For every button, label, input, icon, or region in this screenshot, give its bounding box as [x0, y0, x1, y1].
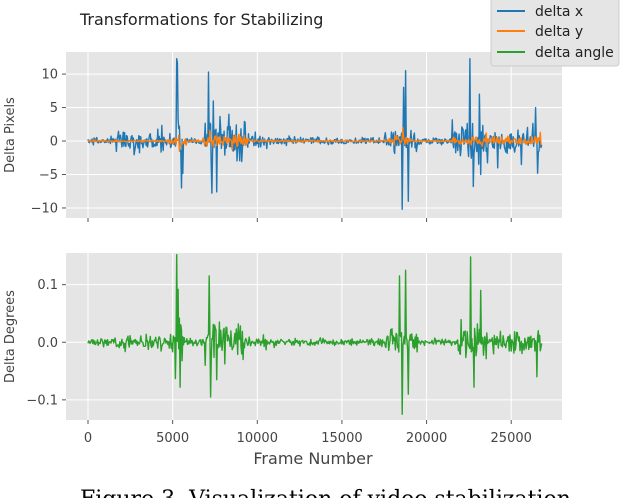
- y-tick-label: −10: [31, 201, 58, 216]
- top-panel-y-ticks: −10 −5 0 5 10: [31, 68, 66, 216]
- y-tick-label: −5: [39, 168, 58, 183]
- bottom-panel-delta-degrees: −0.1 0.0 0.1 0 5000 10000 15000 20000 25000 Del…: [3, 253, 562, 446]
- y-tick-label: 0: [50, 135, 58, 150]
- x-axis-label: Frame Number: [253, 449, 373, 468]
- x-tick-label: 25000: [491, 431, 532, 446]
- bottom-panel-y-ticks: −0.1 0.0 0.1: [26, 278, 66, 408]
- y-tick-label: 10: [41, 68, 58, 83]
- x-tick-label: 20000: [406, 431, 447, 446]
- series-line-delta-y: [87, 126, 543, 152]
- x-tick-label: 0: [84, 431, 92, 446]
- legend-entry-delta-y: delta y: [535, 24, 583, 40]
- series-line-delta-angle: [87, 254, 543, 415]
- y-tick-label: 5: [50, 101, 58, 116]
- bottom-panel-x-ticks: 0 5000 10000 15000 20000 25000: [84, 420, 532, 446]
- legend-entry-delta-x: delta x: [535, 4, 583, 20]
- x-tick-label: 10000: [237, 431, 278, 446]
- bottom-panel-y-axis-label: Delta Degrees: [3, 290, 18, 383]
- legend-box: [490, 0, 620, 67]
- y-tick-label: 0.1: [37, 278, 58, 293]
- chart-title: Transformations for Stabilizing: [79, 10, 323, 29]
- y-tick-label: −0.1: [26, 393, 58, 408]
- bottom-panel-series: [87, 254, 543, 415]
- legend: delta x delta y delta angle: [490, 0, 620, 67]
- x-tick-label: 5000: [156, 431, 189, 446]
- top-panel-series: [87, 58, 543, 210]
- legend-entry-delta-angle: delta angle: [535, 45, 614, 61]
- x-tick-label: 15000: [321, 431, 362, 446]
- top-panel-delta-pixels: −10 −5 0 5 10 Delta Pixels: [3, 52, 562, 222]
- top-panel-y-axis-label: Delta Pixels: [3, 97, 18, 173]
- top-panel-x-tick-marks: [87, 218, 512, 222]
- figure-caption: Figure 3. Visualization of video stabili…: [80, 487, 571, 498]
- y-tick-label: 0.0: [37, 336, 58, 351]
- top-panel-background: [66, 52, 562, 218]
